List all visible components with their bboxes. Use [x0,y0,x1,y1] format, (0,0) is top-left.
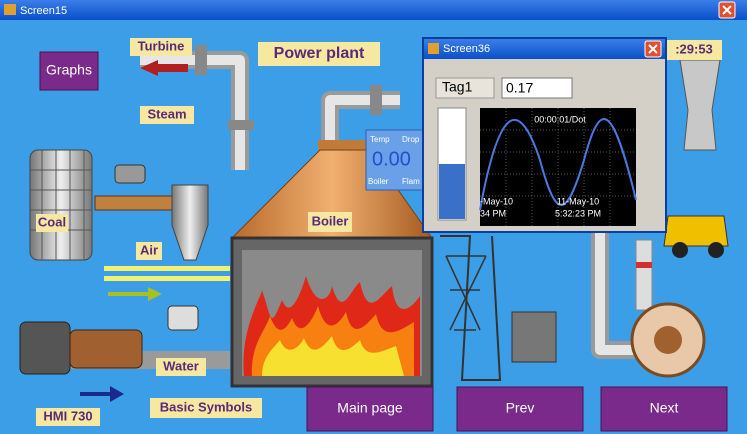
flange [195,45,207,75]
pump-motor [20,322,70,374]
button-label: Graphs [46,62,92,78]
fan-hub [654,326,682,354]
hmi-screen: Screen15 Temp Drop 0.00 Boiler Flam [0,0,747,434]
label: Basic Symbols [160,399,253,414]
truck-wheel [708,242,724,258]
time-label: -May-10 [480,196,513,206]
tag-label: Tag1 [442,79,473,95]
truck-wheel [672,242,688,258]
label: Turbine [138,38,185,53]
screw-feeder [95,196,175,210]
button-label: Main page [337,400,403,416]
stack [636,240,652,310]
button-label: Next [650,400,679,416]
label: Steam [147,106,186,121]
display-value: 0.00 [372,148,411,170]
flange [228,120,254,130]
chart-caption: 00:00:01/Dot [534,114,586,124]
stack-band [636,262,652,268]
display-footer: Flam [402,177,420,186]
button-label: Prev [506,400,535,416]
display-footer: Boiler [368,177,389,186]
popup-title: Screen36 [443,43,490,55]
window-title: Screen15 [20,5,67,17]
label: HMI 730 [43,408,92,423]
coal-silo [30,150,92,260]
popup-icon [428,43,439,54]
clock: :29:53 [675,41,713,56]
label: Water [163,358,199,373]
transformer [512,312,556,362]
bar-gauge-fill [439,164,465,219]
time-label: 34 PM [480,208,506,218]
flange [370,85,382,115]
time-label: 5:32:23 PM [555,208,601,218]
page: {"window": {"title": "Screen15", "clock"… [0,0,747,434]
flow-meter [168,306,198,330]
label: Coal [38,214,66,229]
time-label: 11-May-10 [557,196,599,206]
title-bar [0,0,747,20]
tag-value: 0.17 [506,80,533,96]
pump-body [70,330,142,368]
display-header: Temp [370,135,390,144]
air-line [104,266,230,271]
label: Air [140,242,158,257]
display-header: Drop [402,135,420,144]
label: Boiler [312,213,349,228]
air-line [104,276,230,281]
motor [115,165,145,183]
window-icon [4,4,16,15]
title-label: Power plant [274,45,365,62]
dump-truck [664,216,728,246]
